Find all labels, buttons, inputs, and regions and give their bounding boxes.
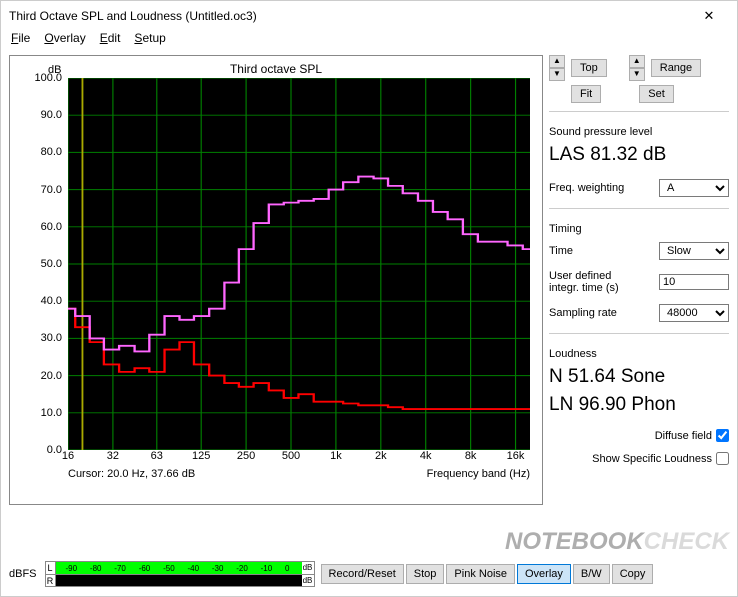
chart-title: Third octave SPL (10, 62, 542, 76)
specific-label: Show Specific Loudness (592, 453, 712, 465)
specific-checkbox[interactable] (716, 452, 729, 465)
record-reset-button[interactable]: Record/Reset (321, 564, 404, 584)
set-button[interactable]: Set (639, 85, 674, 103)
menu-setup[interactable]: Setup (134, 31, 165, 51)
fit-button[interactable]: Fit (571, 85, 601, 103)
freq-weight-select[interactable]: A (659, 179, 729, 197)
diffuse-checkbox[interactable] (716, 429, 729, 442)
menubar: File Overlay Edit Setup (1, 31, 737, 51)
stop-button[interactable]: Stop (406, 564, 445, 584)
spl-value: LAS 81.32 dB (549, 144, 729, 166)
top-down-button[interactable]: ▼ (549, 68, 565, 81)
menu-file[interactable]: File (11, 31, 30, 51)
loudness-n: N 51.64 Sone (549, 366, 729, 388)
bw-button[interactable]: B/W (573, 564, 610, 584)
y-ticks: 100.090.080.070.060.050.040.030.020.010.… (10, 78, 66, 450)
loudness-label: Loudness (549, 348, 729, 360)
range-up-button[interactable]: ▲ (629, 55, 645, 68)
top-up-button[interactable]: ▲ (549, 55, 565, 68)
menu-overlay[interactable]: Overlay (44, 31, 85, 51)
freq-weight-label: Freq. weighting (549, 182, 624, 194)
timing-label: Timing (549, 223, 729, 235)
menu-edit[interactable]: Edit (100, 31, 121, 51)
loudness-ln: LN 96.90 Phon (549, 394, 729, 416)
spl-label: Sound pressure level (549, 126, 729, 138)
meter-unit-l: dB (302, 562, 314, 574)
range-button[interactable]: Range (651, 59, 701, 77)
diffuse-label: Diffuse field (655, 430, 712, 442)
meter-l-label: L (46, 562, 56, 574)
page-watermark: NOTEBOOKCHECK (505, 528, 729, 556)
time-select[interactable]: Slow (659, 242, 729, 260)
window-title: Third Octave SPL and Loudness (Untitled.… (9, 9, 689, 23)
range-down-button[interactable]: ▼ (629, 68, 645, 81)
level-meter: L -90-80-70-60-50-40-30-20-100 dB R -90-… (45, 561, 315, 587)
close-button[interactable]: ✕ (689, 1, 729, 31)
pink-noise-button[interactable]: Pink Noise (446, 564, 515, 584)
sr-select[interactable]: 48000 (659, 304, 729, 322)
x-ticks: 1632631252505001k2k4k8k16k (68, 450, 530, 464)
integ-input[interactable] (659, 274, 729, 290)
sr-label: Sampling rate (549, 307, 617, 319)
meter-unit-r: dB (302, 575, 314, 586)
time-label: Time (549, 245, 573, 257)
overlay-button[interactable]: Overlay (517, 564, 571, 584)
bottom-bar: dBFS L -90-80-70-60-50-40-30-20-100 dB R… (9, 560, 729, 588)
meter-r-label: R (46, 575, 56, 586)
titlebar: Third Octave SPL and Loudness (Untitled.… (1, 1, 737, 31)
chart-panel: dB Third octave SPL A R T A 100.090.080.… (9, 55, 543, 505)
chart-plot[interactable] (68, 78, 530, 450)
x-axis-label: Frequency band (Hz) (427, 468, 530, 480)
top-button[interactable]: Top (571, 59, 607, 77)
cursor-readout: Cursor: 20.0 Hz, 37.66 dB (68, 468, 195, 480)
copy-button[interactable]: Copy (612, 564, 654, 584)
dbfs-label: dBFS (9, 568, 37, 580)
controls-panel: ▲ ▼ Top ▲ ▼ Range Fit Set Sound pressure… (549, 55, 729, 505)
integ-label: User defined integr. time (s) (549, 270, 644, 294)
